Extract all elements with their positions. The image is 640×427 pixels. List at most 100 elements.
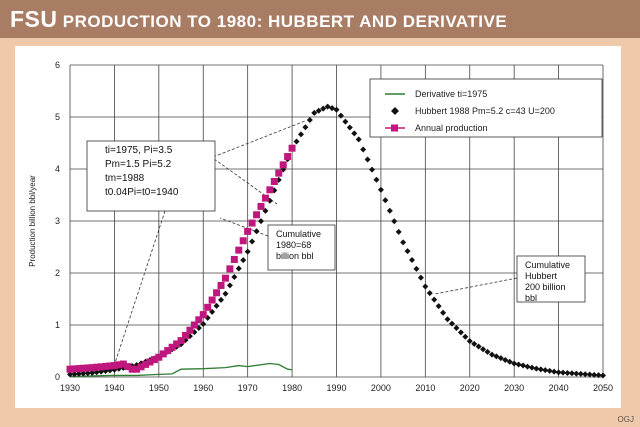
leader-line (434, 277, 518, 295)
annotation-text: ti=1975, Pi=3.5 (105, 145, 173, 156)
credit: OGJ (617, 415, 634, 424)
production-point (248, 219, 256, 227)
annotation-text: Cumulative (525, 260, 570, 270)
production-point (66, 365, 74, 373)
annotation-box (516, 255, 586, 303)
production-point (93, 363, 101, 371)
production-point (181, 331, 189, 339)
hubbert-point (480, 346, 487, 353)
production-point (226, 265, 234, 273)
hubbert-point (346, 124, 353, 131)
annotation-text: 1980=68 (276, 240, 311, 250)
hubbert-point (293, 138, 300, 145)
hubbert-point (342, 118, 349, 125)
hubbert-point (533, 365, 540, 372)
y-tick-label: 5 (55, 112, 60, 122)
x-tick-label: 2030 (504, 383, 524, 393)
production-point (142, 360, 150, 368)
hubbert-point (551, 368, 558, 375)
title-rest: PRODUCTION TO 1980: HUBBERT AND DERIVATI… (62, 12, 508, 31)
hubbert-point (582, 371, 589, 378)
chart-title: FSU PRODUCTION TO 1980: HUBBERT AND DERI… (10, 6, 507, 33)
hubbert-point (351, 130, 358, 137)
production-point (261, 194, 269, 202)
hubbert-point (515, 361, 522, 368)
production-point (146, 358, 154, 366)
production-point (173, 340, 181, 348)
annotation-box (86, 140, 216, 212)
production-point (275, 169, 283, 177)
hubbert-point (75, 370, 82, 377)
annotation-text: Cumulative (276, 229, 321, 239)
hubbert-point (386, 207, 393, 214)
production-point (221, 274, 229, 282)
production-point (137, 363, 145, 371)
annotation-text: Pm=1.5 Pi=5.2 (105, 159, 172, 170)
hubbert-point (493, 353, 500, 360)
legend-swatch-production (391, 124, 398, 132)
hubbert-point (564, 369, 571, 376)
hubbert-point (226, 282, 233, 289)
hubbert-point (537, 366, 544, 373)
x-tick-label: 2040 (549, 383, 569, 393)
production-point (230, 255, 238, 263)
x-tick-label: 2050 (593, 383, 613, 393)
y-tick-label: 4 (55, 164, 60, 174)
hubbert-point (67, 371, 73, 378)
production-point (79, 364, 87, 372)
x-tick-label: 1990 (326, 383, 346, 393)
hubbert-point (506, 358, 513, 365)
hubbert-point (306, 117, 313, 124)
x-tick-label: 1950 (149, 383, 169, 393)
hubbert-point (377, 186, 384, 193)
hubbert-point (297, 131, 304, 138)
hubbert-point (440, 309, 447, 316)
hubbert-point (320, 105, 327, 112)
hubbert-point (404, 248, 411, 255)
production-point (186, 326, 194, 334)
hubbert-point (315, 107, 322, 114)
title-bar: FSU PRODUCTION TO 1980: HUBBERT AND DERI… (0, 0, 640, 38)
annotation-text: Hubbert (525, 271, 558, 281)
production-point (70, 365, 78, 373)
hubbert-point (466, 338, 473, 345)
production-point (119, 360, 127, 368)
x-tick-label: 1980 (282, 383, 302, 393)
production-point (253, 211, 261, 219)
production-point (102, 362, 110, 370)
leader-line (209, 155, 278, 205)
hubbert-point (546, 367, 553, 374)
hubbert-point (222, 290, 229, 297)
hubbert-point (391, 218, 398, 225)
hubbert-point (417, 274, 424, 281)
y-tick-label: 2 (55, 268, 60, 278)
production-point (217, 281, 225, 289)
production-point (279, 161, 287, 169)
production-point (270, 177, 278, 185)
annotation-box (267, 224, 336, 271)
legend-swatch-hubbert (391, 107, 399, 115)
y-axis-label: Production billion bbl/year (28, 175, 37, 267)
hubbert-point (253, 228, 260, 235)
hubbert-point (373, 176, 380, 183)
x-tick-label: 1960 (193, 383, 213, 393)
production-point (190, 321, 198, 329)
production-point (110, 362, 118, 370)
leader-line (219, 217, 269, 237)
hubbert-point (555, 369, 562, 376)
y-tick-label: 1 (55, 320, 60, 330)
hubbert-point (218, 296, 225, 303)
production-point (288, 144, 296, 152)
x-tick-label: 1940 (104, 383, 124, 393)
production-point (115, 361, 123, 369)
production-point (124, 363, 132, 371)
hubbert-point (542, 367, 549, 374)
hubbert-point (471, 340, 478, 347)
hubbert-point (484, 348, 491, 355)
hubbert-point (364, 156, 371, 163)
production-point (75, 365, 83, 373)
hubbert-point (382, 197, 389, 204)
leader-line (114, 210, 166, 364)
production-point (239, 237, 247, 245)
production-point (164, 347, 172, 355)
